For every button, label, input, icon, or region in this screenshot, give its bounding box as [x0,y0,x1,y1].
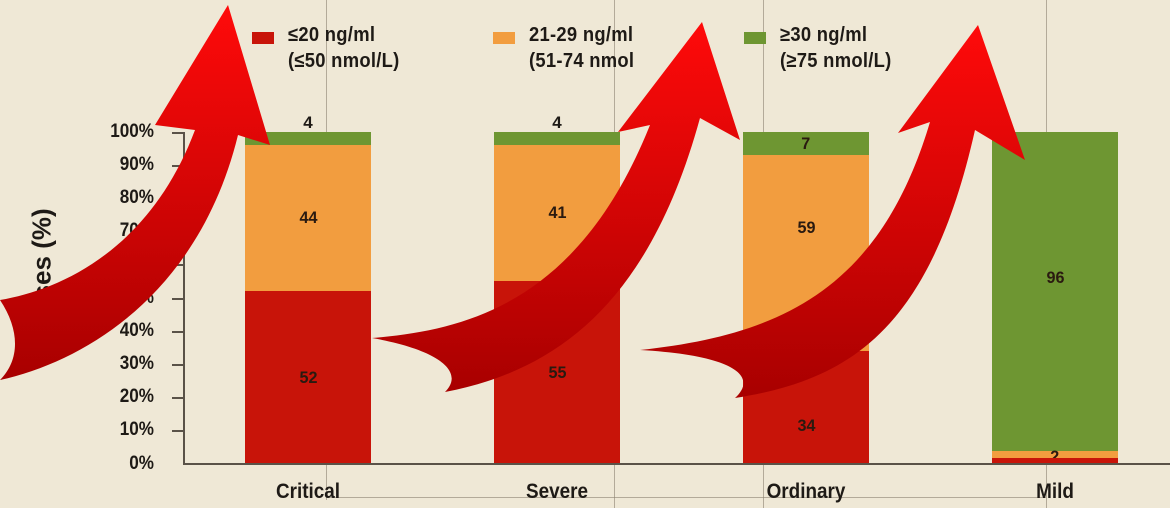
y-tick [172,165,184,167]
segment-value: 96 [1046,267,1064,287]
segment-value: 55 [548,362,566,382]
segment-red: 52 [245,291,371,464]
bar-top-value: 4 [303,113,313,132]
segment-red [992,458,1118,464]
y-tick-label: 0% [129,453,154,474]
legend-swatch-red [252,32,274,44]
arrow-icon [372,22,740,392]
bar-critical: 44 52 [245,132,371,464]
legend-item-low: ≤20 ng/ml (≤50 nmol/L) [252,22,409,74]
segment-green [494,132,620,145]
bar-mild: 96 2 [992,132,1118,466]
y-tick [172,298,184,300]
legend-label-line2: (≥75 nmol/L) [780,50,892,72]
arrow-icon [0,5,270,380]
x-label-ordinary: Ordinary [766,480,846,503]
y-tick-label: 100% [110,121,154,142]
segment-value: 34 [797,415,815,435]
segment-green [245,132,371,145]
legend-item-mid: 21-29 ng/ml (51-74 nmol [493,22,643,74]
y-axis [183,132,185,465]
legend-label-line1: ≤20 ng/ml [288,24,376,46]
guide-line [326,497,1046,498]
segment-green: 7 [743,132,869,155]
x-label-critical: Critical [275,480,341,503]
y-tick-label: 10% [119,419,154,440]
segment-value: 2 [1050,446,1060,466]
legend-label-line1: ≥30 ng/ml [780,24,868,46]
segment-orange: 44 [245,145,371,291]
bar-top-value: 4 [552,113,562,132]
x-axis [183,463,1170,465]
segment-value: 52 [299,367,317,387]
y-tick [172,331,184,333]
segment-orange: 2 [992,447,1118,466]
x-label-severe: Severe [525,480,589,503]
y-tick [172,397,184,399]
y-tick-label: 90% [119,154,154,175]
segment-green: 96 [992,132,1118,451]
legend-label-line2: (≤50 nmol/L) [288,50,400,72]
legend-item-high: ≥30 ng/ml (≥75 nmol/L) [744,22,901,74]
bar-severe: 41 55 [494,132,620,464]
y-tick-label: 30% [119,353,154,374]
segment-value: 44 [299,208,317,227]
segment-value: 41 [548,203,566,222]
legend-label-line2: (51-74 nmol [529,50,635,72]
legend-label-line1: 21-29 ng/ml [529,24,634,46]
x-label-mild: Mild [1036,480,1074,503]
y-tick [172,264,184,266]
y-tick [172,430,184,432]
arrow-icon [640,25,1025,398]
legend-swatch-green [744,32,766,44]
y-tick-label: 20% [119,386,154,407]
segment-value: 59 [797,218,815,237]
legend-swatch-orange [493,32,515,44]
y-tick-label: 40% [119,320,154,341]
y-tick-label: 80% [119,187,154,208]
segment-value: 7 [801,133,811,153]
y-tick [172,364,184,366]
y-tick [172,132,184,134]
